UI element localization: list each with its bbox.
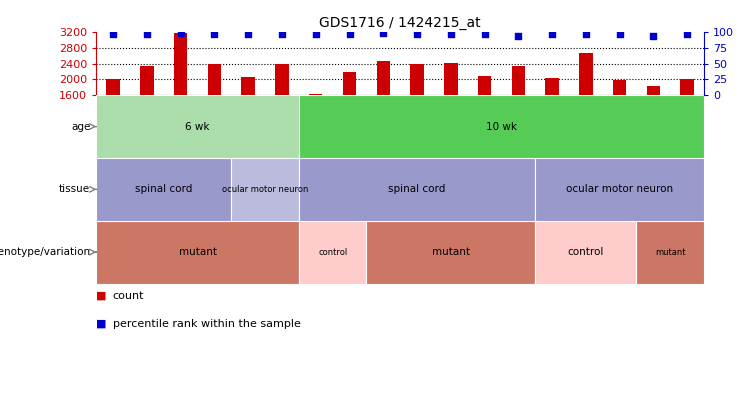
Bar [511,66,525,95]
Bar [96,158,231,221]
Bar [579,53,593,95]
Text: spinal cord: spinal cord [388,184,445,194]
Bar [309,94,322,95]
Bar [275,64,289,95]
Bar [366,221,535,284]
Text: genotype/variation: genotype/variation [0,247,90,257]
Bar [96,221,299,284]
Bar [444,63,457,95]
Point [445,31,456,38]
Text: 10 wk: 10 wk [486,122,517,132]
Bar [242,77,255,95]
Point [512,32,524,39]
Point [208,31,220,38]
Text: control: control [318,247,348,257]
Bar [647,86,660,95]
Point [648,32,659,39]
Bar [535,221,637,284]
Point [479,31,491,38]
Text: control: control [568,247,604,257]
Bar [343,72,356,95]
Point [546,31,558,38]
Text: ocular motor neuron: ocular motor neuron [566,184,673,194]
Point [175,30,187,36]
Point [681,31,693,38]
Text: mutant: mutant [432,247,470,257]
Text: spinal cord: spinal cord [135,184,193,194]
Point [344,31,356,38]
Text: ocular motor neuron: ocular motor neuron [222,185,308,194]
Bar [231,158,299,221]
Point [377,30,389,36]
Bar [478,76,491,95]
Text: ■: ■ [96,291,107,301]
Bar [680,79,694,95]
Text: age: age [71,122,90,132]
Bar [545,78,559,95]
Text: count: count [113,291,144,301]
Bar [140,66,153,95]
Point [107,31,119,38]
Bar [299,158,535,221]
Bar [207,64,222,95]
Point [141,31,153,38]
Bar [613,80,626,95]
Bar [376,61,390,95]
Point [614,31,625,38]
Text: 6 wk: 6 wk [185,122,210,132]
Text: mutant: mutant [655,247,685,257]
Point [580,31,592,38]
Point [310,31,322,38]
Title: GDS1716 / 1424215_at: GDS1716 / 1424215_at [319,16,481,30]
Bar [174,33,187,95]
Point [276,31,288,38]
Bar [411,64,424,95]
Text: tissue: tissue [59,184,90,194]
Bar [637,221,704,284]
Text: percentile rank within the sample: percentile rank within the sample [113,319,301,329]
Bar [96,95,299,158]
Text: ■: ■ [96,319,107,329]
Bar [299,221,366,284]
Bar [299,95,704,158]
Point [242,31,254,38]
Text: mutant: mutant [179,247,216,257]
Bar [107,79,120,95]
Bar [535,158,704,221]
Point [411,31,423,38]
